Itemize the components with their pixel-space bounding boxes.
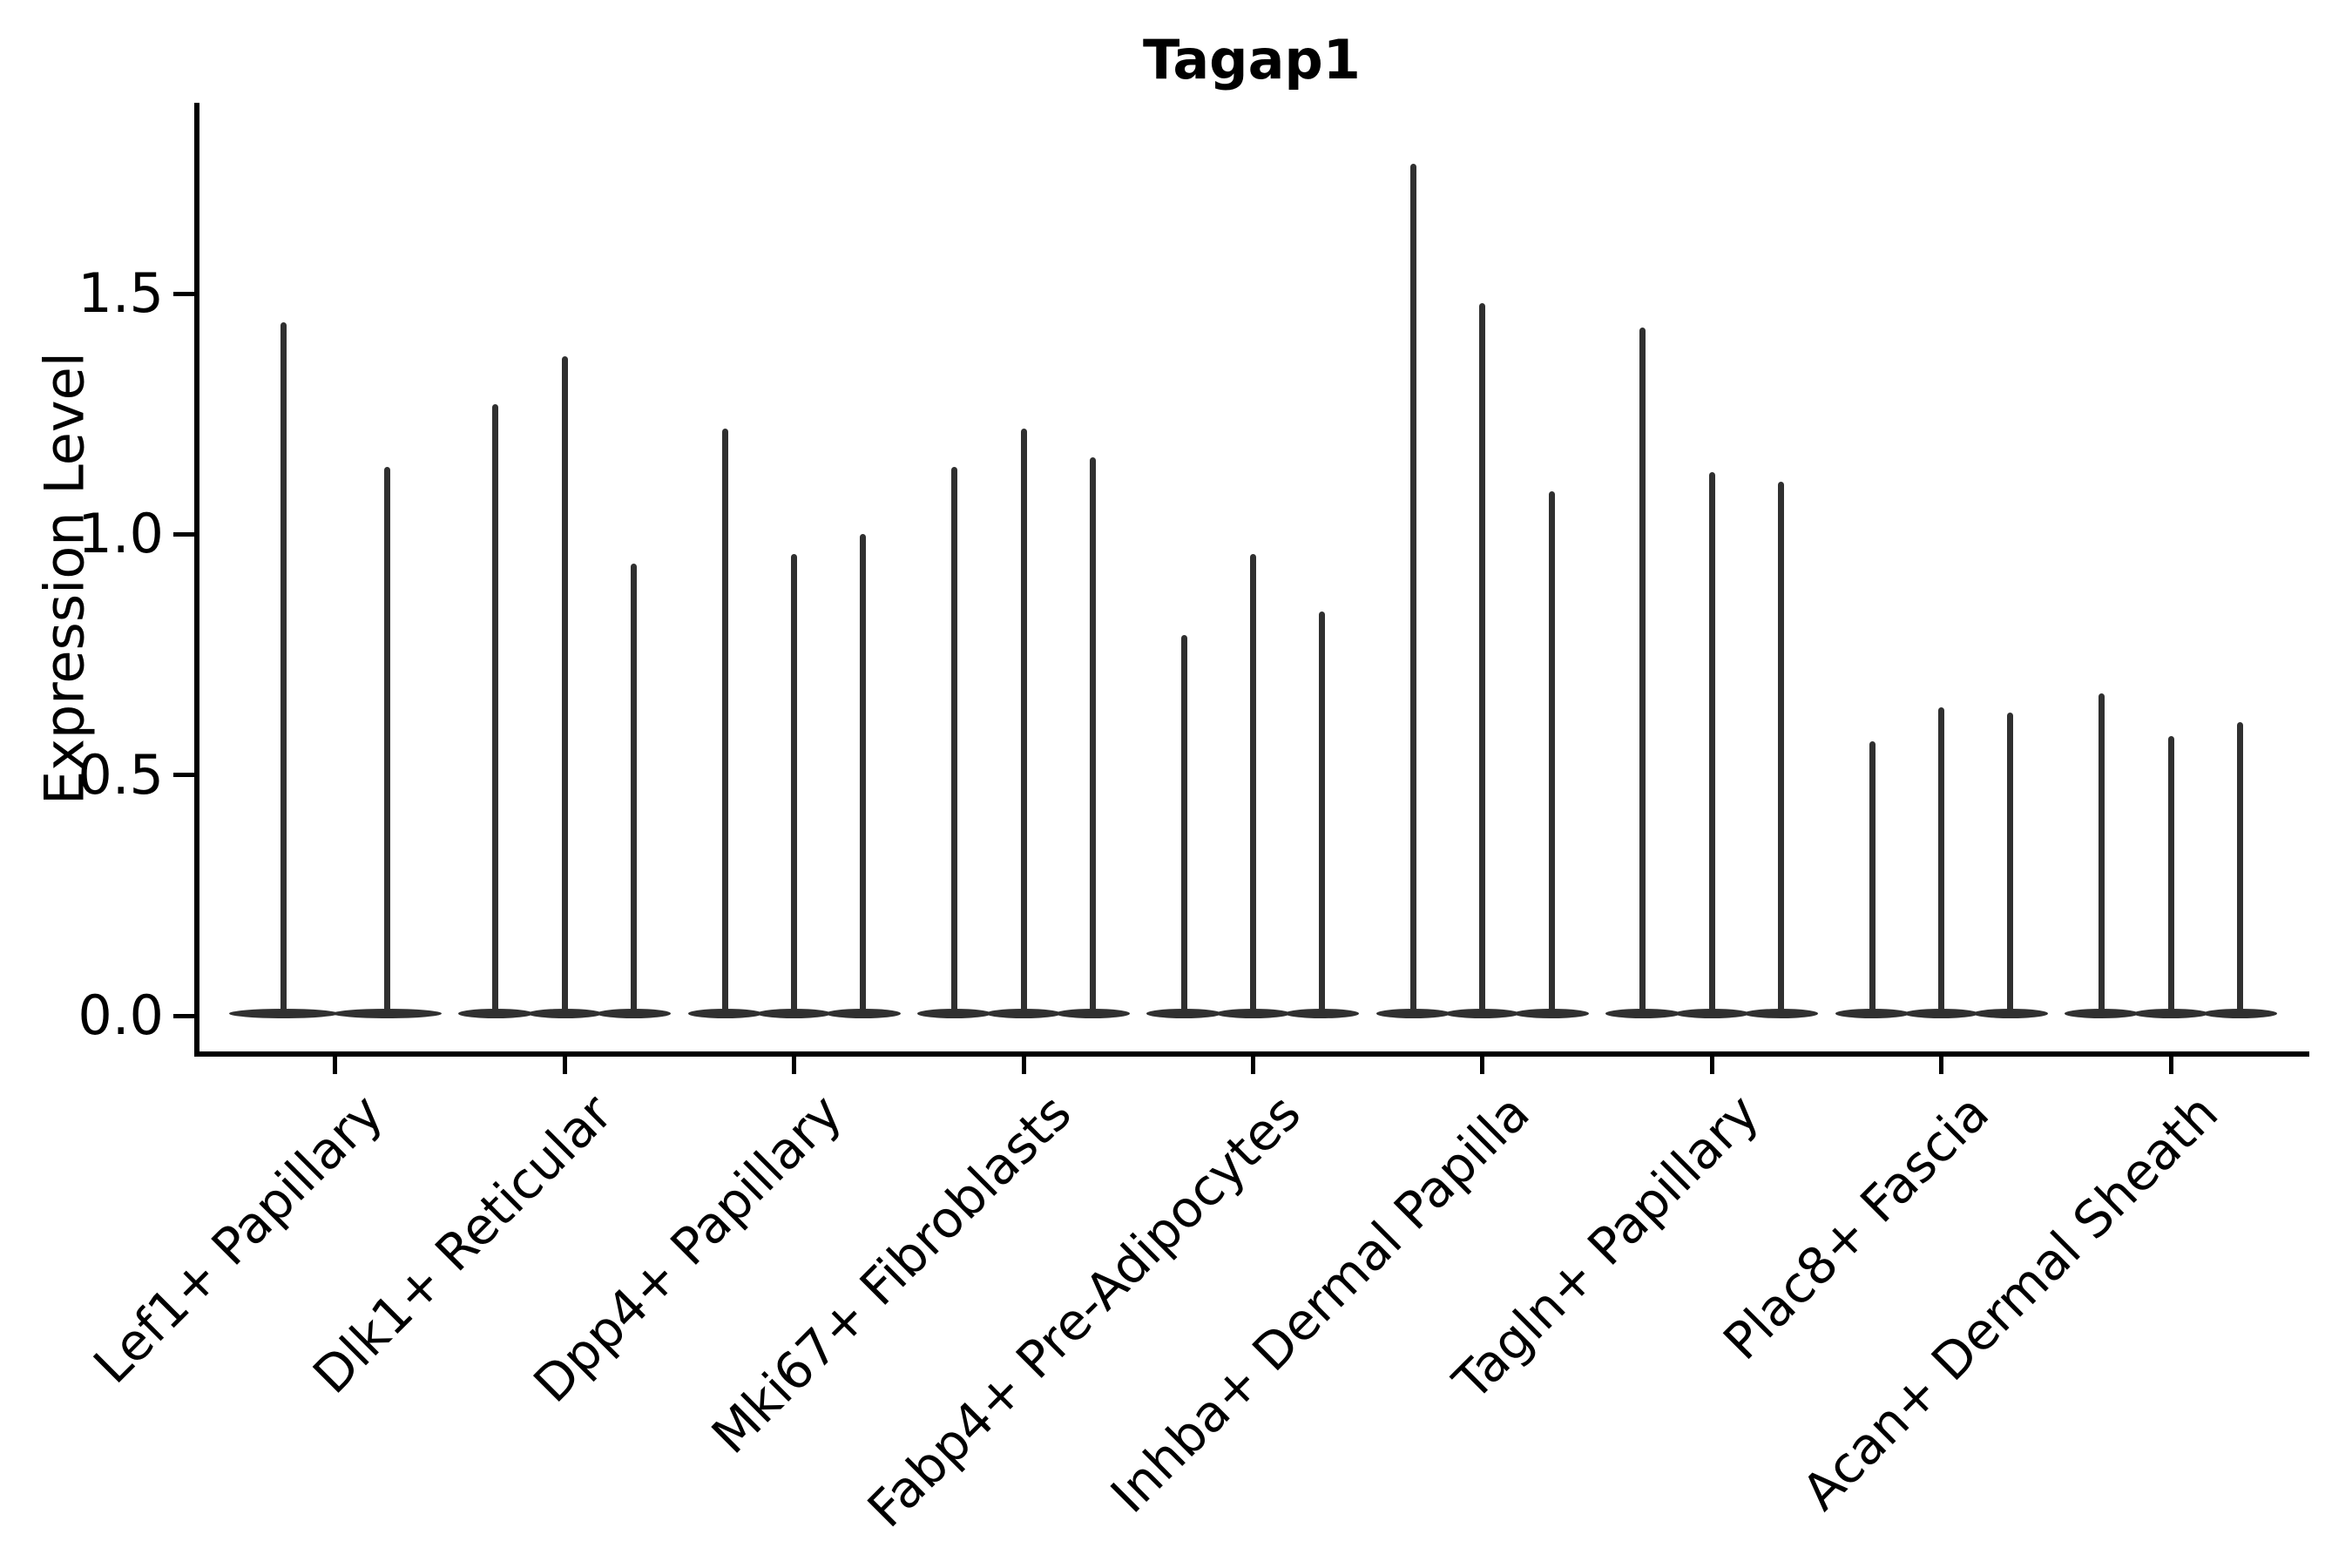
- violin-base: [1146, 1009, 1221, 1018]
- violin-spike: [791, 553, 798, 1012]
- x-tick-label: Inhba+ Dermal Papilla: [1099, 1083, 1542, 1524]
- violin-base: [1375, 1009, 1451, 1018]
- violin-base: [596, 1009, 672, 1018]
- violin-base: [228, 1009, 338, 1018]
- violin-spike: [383, 467, 390, 1012]
- violin-spike: [2236, 721, 2243, 1012]
- y-tick: [173, 773, 194, 778]
- violin-base: [2065, 1009, 2139, 1018]
- violin-base: [1743, 1009, 1819, 1018]
- y-tick: [173, 291, 194, 296]
- violin-base: [1215, 1009, 1291, 1018]
- violin-spike: [1938, 707, 1945, 1012]
- violin-base: [332, 1009, 442, 1018]
- violin-spike: [1548, 490, 1555, 1012]
- violin-spike: [561, 355, 568, 1012]
- y-tick-label: 0.5: [78, 742, 164, 807]
- violin-spike: [1479, 303, 1486, 1012]
- violin-spike: [1089, 456, 1096, 1012]
- x-tick: [1939, 1057, 1944, 1074]
- violin-base: [986, 1009, 1061, 1018]
- violin-base: [917, 1009, 992, 1018]
- violin-base: [458, 1009, 533, 1018]
- violin-base: [527, 1009, 602, 1018]
- y-tick: [173, 531, 194, 537]
- y-tick-label: 1.0: [78, 502, 164, 566]
- violin-base: [1514, 1009, 1589, 1018]
- violin-spike: [2167, 736, 2174, 1012]
- violin-spike: [860, 534, 867, 1012]
- violin-base: [2133, 1009, 2208, 1018]
- violin-base: [2202, 1009, 2277, 1018]
- violin-spike: [1180, 635, 1187, 1012]
- violin-spike: [280, 322, 287, 1012]
- y-axis-label: Expression Level: [32, 352, 97, 805]
- violin-spike: [1409, 163, 1416, 1012]
- violin-spike: [2007, 712, 2014, 1012]
- x-tick-label: Acan+ Dermal Sheath: [1790, 1083, 2230, 1522]
- violin-base: [1835, 1009, 1909, 1018]
- y-tick: [173, 1013, 194, 1018]
- x-tick: [1709, 1057, 1714, 1074]
- x-tick: [1250, 1057, 1255, 1074]
- y-tick-label: 1.5: [78, 261, 164, 326]
- violin-spike: [2099, 693, 2105, 1012]
- x-tick-label: Fabp4+ Pre-Adipocytes: [855, 1083, 1312, 1539]
- violin-spike: [721, 428, 728, 1012]
- x-tick: [562, 1057, 567, 1074]
- violin-base: [1445, 1009, 1520, 1018]
- violin-spike: [1319, 611, 1326, 1012]
- violin-spike: [631, 563, 638, 1012]
- violin-spike: [1249, 553, 1256, 1012]
- x-tick: [2168, 1057, 2173, 1074]
- violin-base: [1285, 1009, 1360, 1018]
- violin-base: [687, 1009, 762, 1018]
- violin-spike: [1708, 471, 1715, 1012]
- violin-base: [1055, 1009, 1130, 1018]
- violin-base: [1973, 1009, 2048, 1018]
- violin-base: [1605, 1009, 1680, 1018]
- x-axis-line: [194, 1051, 2309, 1057]
- violin-spike: [951, 467, 958, 1012]
- x-tick: [792, 1057, 797, 1074]
- violin-spike: [1869, 741, 1876, 1012]
- violin-spike: [492, 404, 499, 1012]
- y-tick-label: 0.0: [78, 983, 164, 1047]
- violin-base: [826, 1009, 901, 1018]
- x-tick: [1480, 1057, 1485, 1074]
- y-axis-line: [194, 103, 199, 1057]
- violin-base: [1903, 1009, 1979, 1018]
- x-tick: [1021, 1057, 1026, 1074]
- violin-base: [1674, 1009, 1749, 1018]
- page-title: Tagap1: [1143, 28, 1361, 91]
- violin-base: [756, 1009, 832, 1018]
- violin-spike: [1639, 327, 1646, 1012]
- violin-spike: [1778, 481, 1785, 1012]
- violin-spike: [1020, 428, 1027, 1012]
- x-tick: [333, 1057, 338, 1074]
